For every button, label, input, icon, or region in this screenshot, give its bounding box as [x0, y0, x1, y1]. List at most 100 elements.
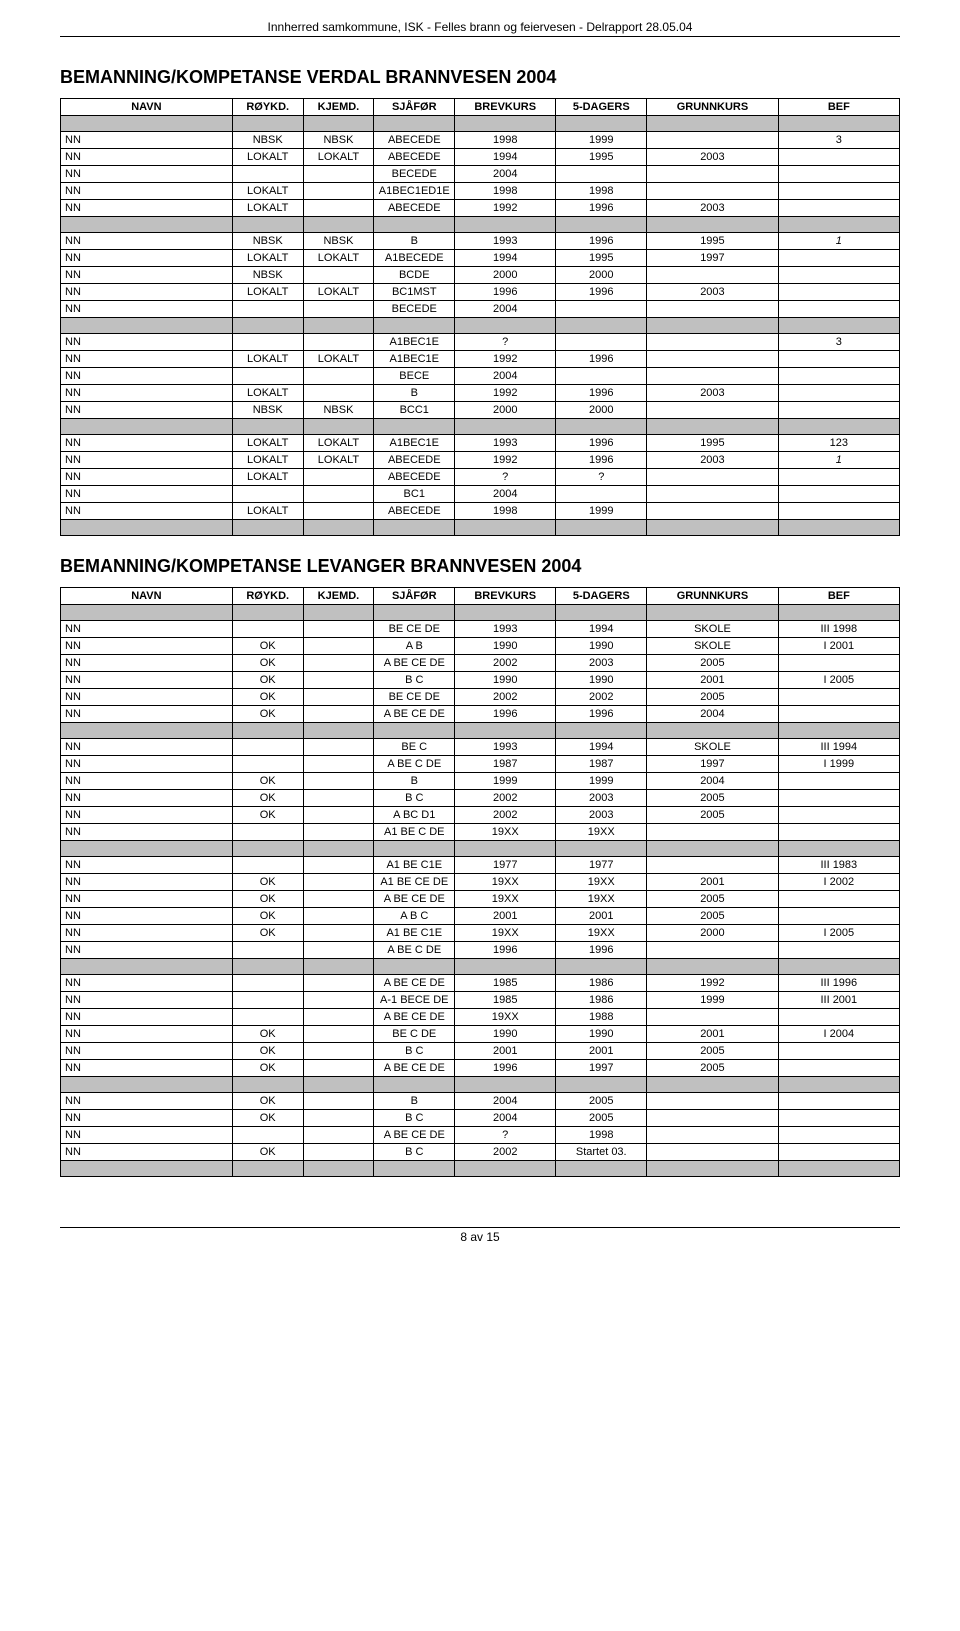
table-cell: 2005: [556, 1110, 647, 1127]
table-cell: SKOLE: [647, 621, 778, 638]
table-cell: 1: [778, 233, 899, 250]
spacer-cell: [778, 318, 899, 334]
table-cell: [778, 183, 899, 200]
table-cell: [303, 301, 374, 318]
table-cell: 2003: [556, 790, 647, 807]
table-cell: NBSK: [232, 132, 303, 149]
table-cell: 2003: [647, 284, 778, 301]
table-cell: OK: [232, 1093, 303, 1110]
spacer-cell: [303, 959, 374, 975]
table-cell: 1992: [647, 975, 778, 992]
table-cell: 2000: [455, 402, 556, 419]
table-cell: [303, 655, 374, 672]
table-cell: 1996: [556, 233, 647, 250]
table-cell: OK: [232, 874, 303, 891]
table-cell: III 1994: [778, 739, 899, 756]
table-cell: B C: [374, 1144, 455, 1161]
spacer-cell: [455, 318, 556, 334]
spacer-cell: [303, 1161, 374, 1177]
table-cell: 1996: [556, 200, 647, 217]
table-cell: NN: [61, 706, 233, 723]
table-cell: [303, 1026, 374, 1043]
table-cell: 2004: [647, 773, 778, 790]
table-cell: 19XX: [556, 824, 647, 841]
table-cell: 2001: [556, 908, 647, 925]
table-cell: A BC D1: [374, 807, 455, 824]
table-cell: 19XX: [556, 874, 647, 891]
table-cell: LOKALT: [303, 452, 374, 469]
table-cell: BECEDE: [374, 166, 455, 183]
table-cell: LOKALT: [232, 435, 303, 452]
spacer-cell: [374, 419, 455, 435]
table-cell: [303, 874, 374, 891]
table-cell: [647, 1009, 778, 1026]
table-cell: NN: [61, 925, 233, 942]
table-cell: 1999: [556, 132, 647, 149]
table-cell: A BE C DE: [374, 942, 455, 959]
table-cell: LOKALT: [303, 284, 374, 301]
table-cell: 1985: [455, 992, 556, 1009]
table-cell: 1988: [556, 1009, 647, 1026]
table-cell: A1 BE C1E: [374, 925, 455, 942]
table-cell: LOKALT: [232, 351, 303, 368]
section2-title: BEMANNING/KOMPETANSE LEVANGER BRANNVESEN…: [60, 556, 900, 577]
table-cell: [647, 1110, 778, 1127]
table-cell: NN: [61, 402, 233, 419]
table-cell: [232, 739, 303, 756]
table-cell: NN: [61, 503, 233, 520]
column-header: BREVKURS: [455, 588, 556, 605]
table-cell: NBSK: [303, 402, 374, 419]
table-cell: [556, 334, 647, 351]
table-cell: I 2004: [778, 1026, 899, 1043]
spacer-cell: [232, 959, 303, 975]
table-cell: NN: [61, 385, 233, 402]
table-cell: 1994: [556, 621, 647, 638]
table-cell: B C: [374, 1110, 455, 1127]
table-cell: [778, 1110, 899, 1127]
spacer-cell: [556, 605, 647, 621]
table-cell: [232, 992, 303, 1009]
table-cell: NBSK: [303, 233, 374, 250]
table-cell: [778, 790, 899, 807]
column-header: RØYKD.: [232, 588, 303, 605]
table-cell: [778, 1127, 899, 1144]
table-cell: [556, 166, 647, 183]
table-cell: 19XX: [556, 891, 647, 908]
table-cell: A B C: [374, 908, 455, 925]
table-cell: BECE: [374, 368, 455, 385]
table-cell: [232, 166, 303, 183]
table-cell: A BE CE DE: [374, 1127, 455, 1144]
table-cell: ?: [455, 334, 556, 351]
spacer-cell: [374, 605, 455, 621]
spacer-cell: [232, 520, 303, 536]
table-cell: 2003: [647, 385, 778, 402]
page-footer: 8 av 15: [60, 1227, 900, 1244]
spacer-cell: [647, 1161, 778, 1177]
table-cell: NN: [61, 1026, 233, 1043]
table-cell: NN: [61, 452, 233, 469]
table-cell: [778, 250, 899, 267]
table-cell: LOKALT: [232, 452, 303, 469]
table-levanger: NAVNRØYKD.KJEMD.SJÅFØRBREVKURS5-DAGERSGR…: [60, 587, 900, 1177]
table-cell: 1998: [556, 183, 647, 200]
table-cell: 19XX: [455, 874, 556, 891]
table-cell: 2005: [647, 790, 778, 807]
table-cell: [778, 166, 899, 183]
spacer-cell: [232, 605, 303, 621]
table-cell: NN: [61, 1043, 233, 1060]
table-cell: [778, 1093, 899, 1110]
table-cell: A1BEC1ED1E: [374, 183, 455, 200]
spacer-cell: [61, 1077, 233, 1093]
table-cell: [778, 773, 899, 790]
table-cell: 19XX: [556, 925, 647, 942]
table-cell: [303, 857, 374, 874]
table-cell: LOKALT: [232, 149, 303, 166]
table-cell: NN: [61, 250, 233, 267]
table-cell: BE C: [374, 739, 455, 756]
table-cell: [303, 908, 374, 925]
table-cell: OK: [232, 773, 303, 790]
table-cell: 1996: [556, 452, 647, 469]
table-cell: [647, 857, 778, 874]
table-cell: [778, 301, 899, 318]
table-cell: A1BEC1E: [374, 351, 455, 368]
